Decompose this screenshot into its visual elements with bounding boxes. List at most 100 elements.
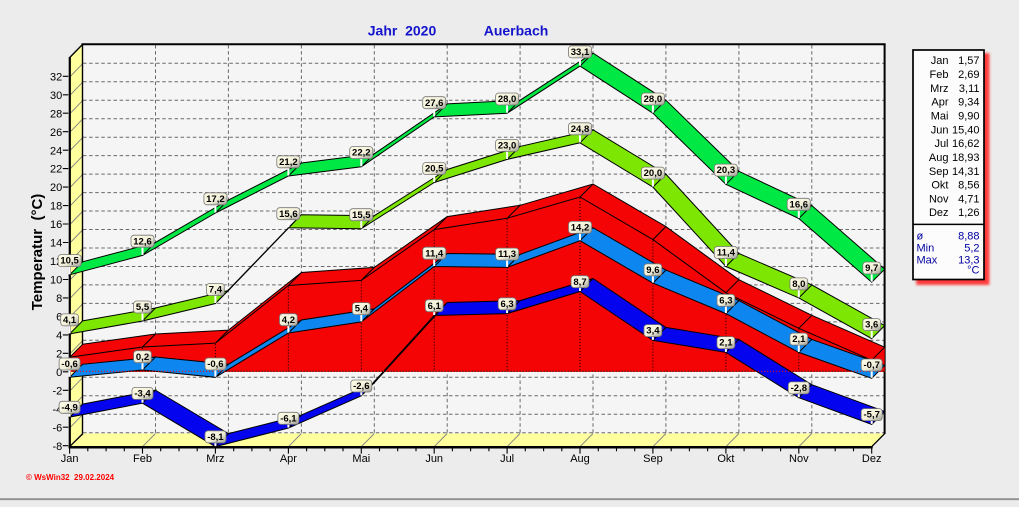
svg-text:Mrz: Mrz <box>206 453 224 465</box>
svg-text:5,4: 5,4 <box>355 304 369 315</box>
svg-text:2: 2 <box>56 348 62 360</box>
svg-text:Dez: Dez <box>862 453 882 465</box>
svg-text:15,6: 15,6 <box>279 209 298 220</box>
svg-text:-2,6: -2,6 <box>353 381 369 392</box>
svg-text:8,56: 8,56 <box>958 180 979 192</box>
svg-text:Mai: Mai <box>352 453 370 465</box>
svg-text:Nov: Nov <box>789 453 809 465</box>
svg-text:10: 10 <box>50 275 62 287</box>
svg-text:Jul: Jul <box>934 138 948 150</box>
svg-text:24,8: 24,8 <box>571 124 590 135</box>
svg-text:7,4: 7,4 <box>209 285 223 296</box>
svg-text:14,31: 14,31 <box>952 166 980 178</box>
svg-text:-0,7: -0,7 <box>864 360 880 371</box>
svg-text:Jahr 2020: Jahr 2020 <box>368 23 437 39</box>
svg-text:20,5: 20,5 <box>425 164 444 175</box>
svg-text:14,2: 14,2 <box>571 223 590 234</box>
svg-text:Jul: Jul <box>500 453 514 465</box>
svg-text:Apr: Apr <box>280 453 297 465</box>
svg-text:4,2: 4,2 <box>282 315 295 326</box>
svg-text:15,5: 15,5 <box>352 210 371 221</box>
svg-text:Sep: Sep <box>929 166 949 178</box>
svg-text:11,3: 11,3 <box>498 249 516 260</box>
svg-text:-6,1: -6,1 <box>280 413 297 424</box>
svg-text:°C: °C <box>967 265 979 277</box>
svg-text:18,93: 18,93 <box>952 152 980 164</box>
svg-text:Feb: Feb <box>930 69 949 81</box>
svg-text:9,90: 9,90 <box>958 111 979 123</box>
svg-text:Apr: Apr <box>931 97 948 109</box>
svg-text:4: 4 <box>56 330 62 342</box>
svg-text:Okt: Okt <box>717 453 734 465</box>
svg-text:9,6: 9,6 <box>646 265 659 276</box>
svg-text:1,26: 1,26 <box>958 207 979 219</box>
svg-text:-0,6: -0,6 <box>61 359 77 370</box>
svg-text:24: 24 <box>50 145 62 157</box>
svg-text:30: 30 <box>50 90 62 102</box>
svg-text:26: 26 <box>50 127 62 139</box>
svg-text:-8: -8 <box>53 441 63 453</box>
svg-text:2,1: 2,1 <box>719 338 733 349</box>
svg-text:15,40: 15,40 <box>952 124 980 136</box>
svg-text:6: 6 <box>56 312 62 324</box>
svg-text:2,69: 2,69 <box>958 69 979 81</box>
svg-text:Aug: Aug <box>929 152 949 164</box>
svg-text:8: 8 <box>56 293 62 305</box>
svg-text:17,2: 17,2 <box>206 194 225 205</box>
svg-text:-3,4: -3,4 <box>134 389 151 400</box>
svg-text:23,0: 23,0 <box>498 141 517 152</box>
svg-text:13,3: 13,3 <box>958 254 979 266</box>
svg-text:-2: -2 <box>53 385 63 397</box>
svg-text:3,11: 3,11 <box>959 83 980 95</box>
svg-text:28,0: 28,0 <box>644 94 663 105</box>
svg-text:12,6: 12,6 <box>133 236 152 247</box>
svg-text:-4: -4 <box>53 404 63 416</box>
svg-text:ø: ø <box>917 231 924 243</box>
svg-text:16: 16 <box>50 219 62 231</box>
svg-text:21,2: 21,2 <box>279 157 298 168</box>
svg-text:6,3: 6,3 <box>719 295 732 306</box>
svg-text:0,2: 0,2 <box>136 352 149 363</box>
svg-text:Auerbach: Auerbach <box>484 23 549 39</box>
svg-text:Jun: Jun <box>425 453 443 465</box>
svg-text:5,5: 5,5 <box>136 302 150 313</box>
svg-text:6,1: 6,1 <box>428 301 442 312</box>
svg-text:2,1: 2,1 <box>792 334 806 345</box>
svg-text:Nov: Nov <box>929 193 949 205</box>
svg-text:Temperatur (°C): Temperatur (°C) <box>29 194 46 311</box>
svg-text:18: 18 <box>50 201 62 213</box>
svg-text:Jan: Jan <box>61 453 79 465</box>
svg-text:Feb: Feb <box>133 453 152 465</box>
svg-text:-5,7: -5,7 <box>864 410 880 421</box>
svg-text:-0,6: -0,6 <box>207 359 223 370</box>
svg-text:32: 32 <box>50 71 62 83</box>
svg-text:Okt: Okt <box>931 180 948 192</box>
svg-text:Sep: Sep <box>643 453 663 465</box>
svg-text:33,1: 33,1 <box>571 47 590 58</box>
svg-text:Mai: Mai <box>931 111 949 123</box>
svg-text:14: 14 <box>50 238 62 250</box>
svg-text:4,71: 4,71 <box>958 193 979 205</box>
svg-text:1,57: 1,57 <box>958 55 979 67</box>
svg-text:22: 22 <box>50 164 62 176</box>
svg-text:20,3: 20,3 <box>717 165 736 176</box>
svg-text:8,0: 8,0 <box>792 279 805 290</box>
svg-text:20,0: 20,0 <box>644 168 663 179</box>
svg-text:9,34: 9,34 <box>958 97 979 109</box>
svg-text:-2,8: -2,8 <box>791 383 807 394</box>
svg-text:8,7: 8,7 <box>573 277 586 288</box>
svg-text:-4,9: -4,9 <box>61 402 77 413</box>
svg-text:11,4: 11,4 <box>717 248 736 259</box>
svg-text:8,88: 8,88 <box>958 231 979 243</box>
svg-text:3,6: 3,6 <box>865 320 878 331</box>
svg-text:0: 0 <box>56 367 62 379</box>
svg-text:Jan: Jan <box>931 55 949 67</box>
svg-text:-8,1: -8,1 <box>207 432 224 443</box>
svg-text:Jun: Jun <box>931 124 949 136</box>
svg-text:20: 20 <box>50 182 62 194</box>
svg-text:16,62: 16,62 <box>952 138 980 150</box>
svg-text:3,4: 3,4 <box>646 326 660 337</box>
svg-text:10,5: 10,5 <box>60 256 79 267</box>
svg-text:Mrz: Mrz <box>930 83 948 95</box>
svg-text:28,0: 28,0 <box>498 94 517 105</box>
